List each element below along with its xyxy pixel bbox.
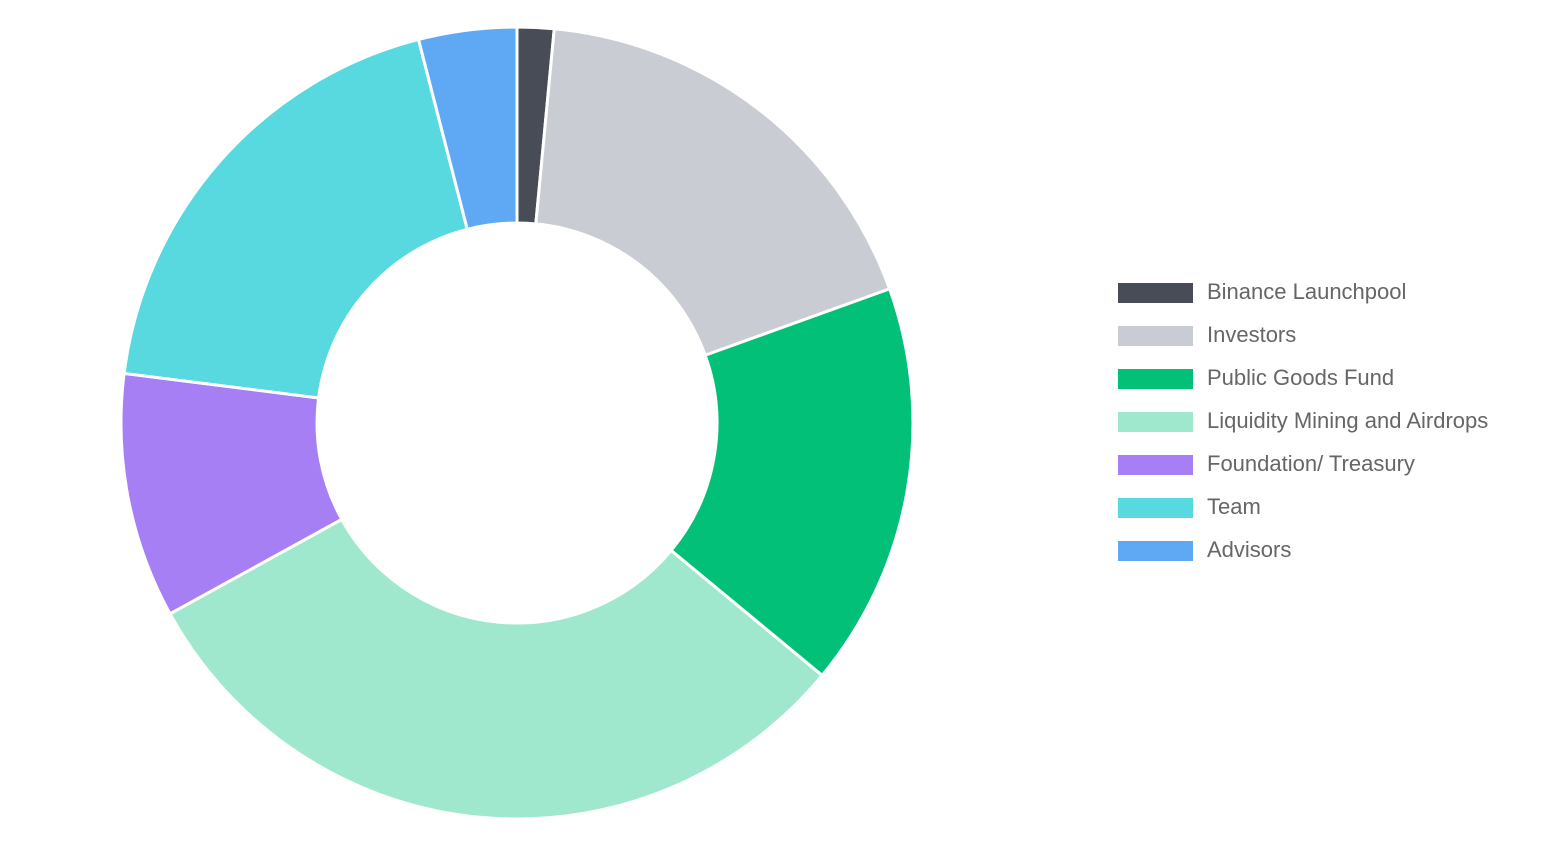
slice: [167, 517, 825, 821]
legend-label: Advisors: [1207, 537, 1291, 562]
legend-label: Investors: [1207, 322, 1296, 347]
slice: [122, 37, 470, 400]
legend-swatch: [1118, 326, 1193, 346]
legend-swatch: [1118, 498, 1193, 518]
legend-swatch: [1118, 455, 1193, 475]
legend-label: Liquidity Mining and Airdrops: [1207, 408, 1488, 433]
legend-label: Binance Launchpool: [1207, 279, 1406, 304]
slice: [119, 371, 344, 616]
slice: [534, 27, 892, 358]
legend-swatch: [1118, 283, 1193, 303]
legend-label: Team: [1207, 494, 1261, 519]
legend-label: Foundation/ Treasury: [1207, 451, 1415, 476]
legend-swatch: [1118, 541, 1193, 561]
legend-swatch: [1118, 369, 1193, 389]
slice: [416, 25, 519, 232]
legend-swatch: [1118, 412, 1193, 432]
slice: [668, 286, 915, 678]
legend-label: Public Goods Fund: [1207, 365, 1394, 390]
